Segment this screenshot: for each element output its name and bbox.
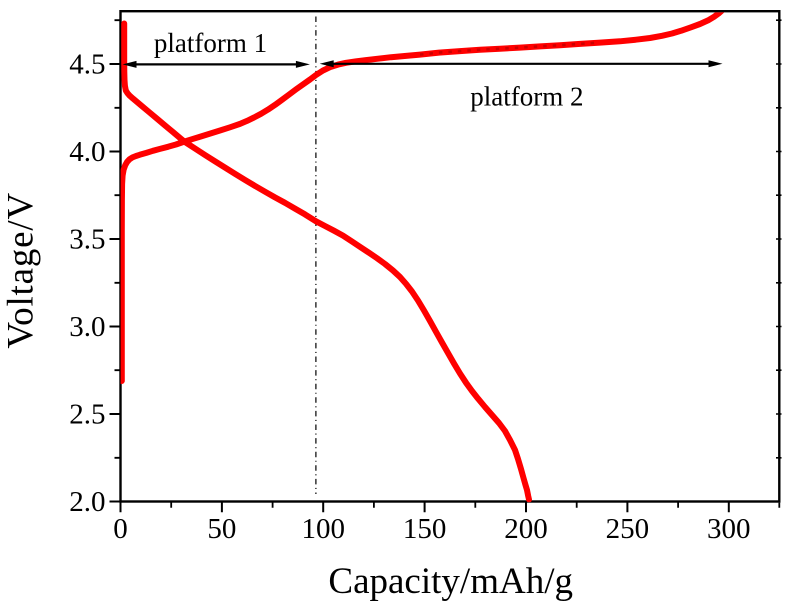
svg-text:3.0: 3.0 <box>69 311 105 343</box>
svg-text:2.5: 2.5 <box>69 399 105 431</box>
svg-text:4.0: 4.0 <box>69 136 105 168</box>
svg-text:50: 50 <box>207 513 236 545</box>
svg-text:300: 300 <box>707 513 751 545</box>
svg-text:150: 150 <box>403 513 447 545</box>
svg-text:4.5: 4.5 <box>69 49 105 81</box>
svg-text:0: 0 <box>113 513 128 545</box>
svg-text:Voltage/V: Voltage/V <box>1 192 42 349</box>
svg-text:200: 200 <box>504 513 548 545</box>
svg-text:3.5: 3.5 <box>69 224 105 256</box>
svg-text:100: 100 <box>301 513 345 545</box>
svg-text:250: 250 <box>606 513 650 545</box>
svg-text:platform 2: platform 2 <box>470 82 583 112</box>
svg-text:Capacity/mAh/g: Capacity/mAh/g <box>328 561 573 602</box>
svg-text:platform 1: platform 1 <box>154 28 267 58</box>
svg-text:2.0: 2.0 <box>69 486 105 518</box>
